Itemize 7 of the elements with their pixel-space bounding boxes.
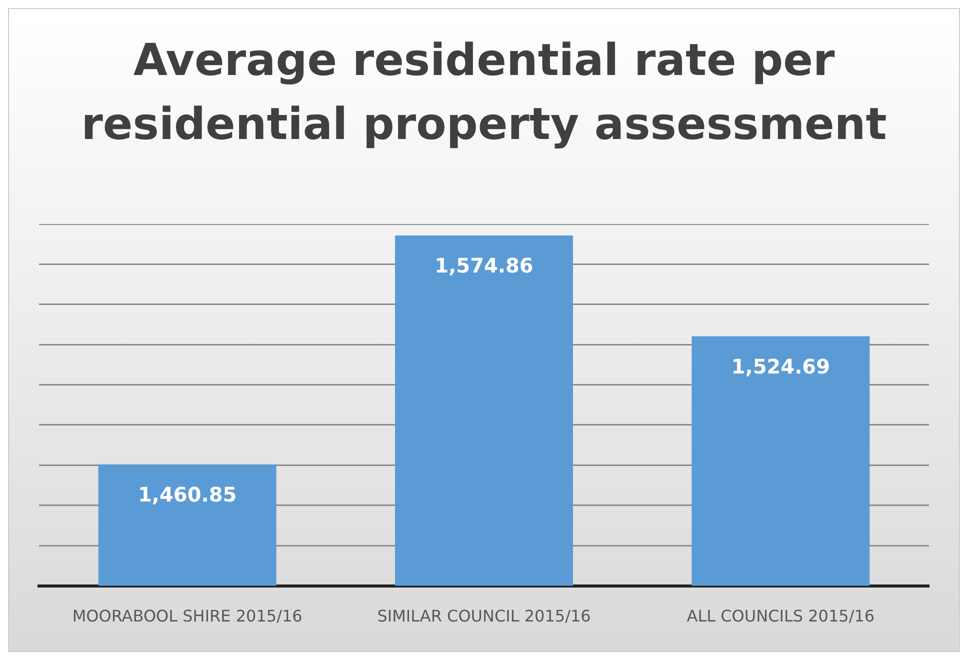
x-tick-label: MOORABOOL SHIRE 2015/16 [72,606,302,626]
data-label: 1,460.85 [138,482,237,507]
data-label: 1,574.86 [434,254,534,278]
x-tick-label: ALL COUNCILS 2015/16 [686,606,875,626]
data-label: 1,524.69 [731,354,830,378]
x-tick-label: SIMILAR COUNCIL 2015/16 [377,606,591,626]
chart-title: Average residential rate per residential property assessment [80,34,888,152]
